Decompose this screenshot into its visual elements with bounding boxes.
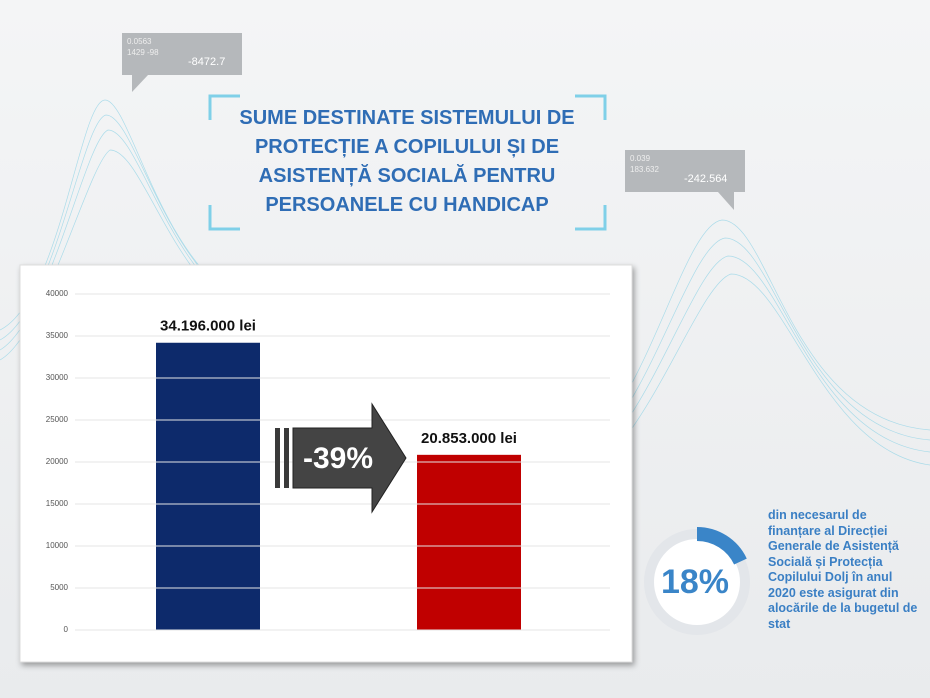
change-label: -39% <box>303 442 373 475</box>
arrow: -39% <box>275 402 407 514</box>
value-label: 20.853.000 lei <box>421 430 517 447</box>
ticker-pointer <box>718 192 734 210</box>
y-tick-label: 30000 <box>46 373 69 382</box>
stat-label: 18% <box>661 563 729 601</box>
value-label: 34.196.000 lei <box>160 318 256 335</box>
title: SUME DESTINATE SISTEMULUI DE PROTECȚIE A… <box>239 107 575 216</box>
ticker-box: 0.039 183.632 -242.564 <box>625 150 745 210</box>
y-tick-label: 5000 <box>50 583 68 592</box>
ticker-value: -242.564 <box>684 173 727 185</box>
ticker-pointer <box>132 75 148 92</box>
ticker-box: 0.0563 1429 -98 -8472.7 <box>122 33 242 92</box>
y-tick-label: 20000 <box>46 457 69 466</box>
arrow-stripe <box>275 428 280 488</box>
y-tick-label: 35000 <box>46 331 69 340</box>
bar <box>156 342 260 630</box>
y-tick-label: 10000 <box>46 541 69 550</box>
stat-text: din necesarul de finanțare al Direcției … <box>768 508 918 631</box>
ticker-background <box>625 150 745 192</box>
ticker-text: 0.039 <box>630 154 651 163</box>
ticker-background <box>122 33 242 75</box>
ticker-text: 1429 -98 <box>127 48 159 57</box>
y-tick-label: 0 <box>64 625 69 634</box>
title-frame <box>208 94 607 231</box>
y-tick-label: 25000 <box>46 415 69 424</box>
ticker-text: 183.632 <box>630 165 659 174</box>
y-tick-label: 40000 <box>46 289 69 298</box>
bar <box>417 454 521 630</box>
ticker-text: 0.0563 <box>127 37 152 46</box>
arrow-stripe <box>284 428 289 488</box>
gauge-arc <box>696 527 747 565</box>
arrow-body <box>292 402 407 514</box>
ticker-value: -8472.7 <box>188 56 225 68</box>
y-tick-label: 15000 <box>46 499 69 508</box>
